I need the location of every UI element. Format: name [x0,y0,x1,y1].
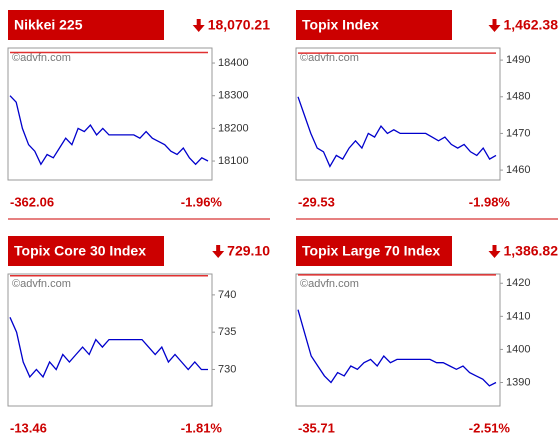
y-tick-label: 1490 [506,54,530,66]
y-tick-label: 1470 [506,127,530,139]
chart-title: Nikkei 225 [14,17,83,33]
change: -362.06 [10,194,54,209]
header-bar [8,236,164,266]
change-percent: -2.51% [469,420,511,435]
y-tick-label: 1420 [506,277,530,289]
down-arrow [488,19,501,32]
price-line [9,317,208,379]
last-price: 18,070.21 [208,17,270,33]
header-bar [8,10,164,40]
change: -13.46 [10,420,47,435]
change: -35.71 [298,420,335,435]
chart-frame [295,47,501,181]
chart-frame [295,273,501,407]
chart-frame [7,47,213,181]
chart-title: Topix Large 70 Index [302,243,440,259]
header-bar [296,236,452,266]
y-tick-label: 18100 [218,155,249,167]
y-tick-label: 740 [218,289,236,301]
chart-title: Topix Index [302,17,379,33]
last-price: 729.10 [227,243,270,259]
down-arrow [212,245,225,258]
chart-title: Topix Core 30 Index [14,243,146,259]
y-tick-label: 1390 [506,376,530,388]
watermark: ©advfn.com [12,278,71,290]
watermark: ©advfn.com [300,278,359,290]
change-percent: -1.98% [469,194,511,209]
y-tick-label: 1400 [506,343,530,355]
price-line [297,96,497,168]
y-tick-label: 1480 [506,91,530,103]
y-tick-label: 1460 [506,164,530,176]
y-tick-label: 735 [218,326,236,338]
last-price: 1,386.82 [504,243,559,259]
header-bar [296,10,452,40]
y-tick-label: 18300 [218,90,249,102]
change-percent: -1.96% [181,194,223,209]
down-arrow [192,19,205,32]
price-line [9,95,209,166]
y-tick-label: 1410 [506,310,530,322]
last-price: 1,462.38 [504,17,559,33]
change-percent: -1.81% [181,420,223,435]
y-tick-label: 18400 [218,57,249,69]
down-arrow [488,245,501,258]
change: -29.53 [298,194,335,209]
y-tick-label: 730 [218,363,236,375]
watermark: ©advfn.com [12,52,71,64]
price-line [297,309,497,387]
y-tick-label: 18200 [218,122,249,134]
watermark: ©advfn.com [300,52,359,64]
